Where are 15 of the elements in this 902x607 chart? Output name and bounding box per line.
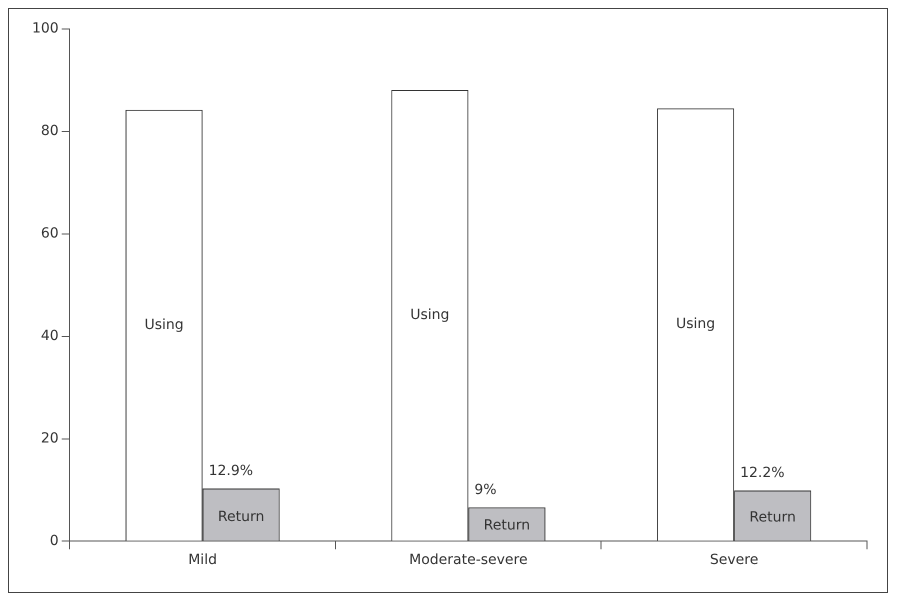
x-tick-label: Moderate-severe <box>409 552 528 568</box>
series-label: Using <box>144 316 184 333</box>
y-tick-label: 100 <box>32 20 59 37</box>
y-tick-label: 40 <box>40 328 59 344</box>
frame: Mild Moderate-severe Severe 0 20 40 60 80 100 Using Using Using Return Return Return 12.9% 9% 12.2% <box>8 8 888 593</box>
annotation: 9% <box>474 482 497 498</box>
annotation: 12.9% <box>208 463 254 480</box>
x-tick-label: Severe <box>710 552 758 568</box>
x-tick-label: Mild <box>188 552 217 568</box>
y-tick-label: 20 <box>40 430 59 446</box>
y-tick-label: 60 <box>40 226 59 242</box>
annotation: 12.2% <box>740 465 785 482</box>
y-tick-label: 80 <box>40 123 59 140</box>
series-label: Return <box>484 517 530 534</box>
y-tick-label: 0 <box>50 532 59 549</box>
